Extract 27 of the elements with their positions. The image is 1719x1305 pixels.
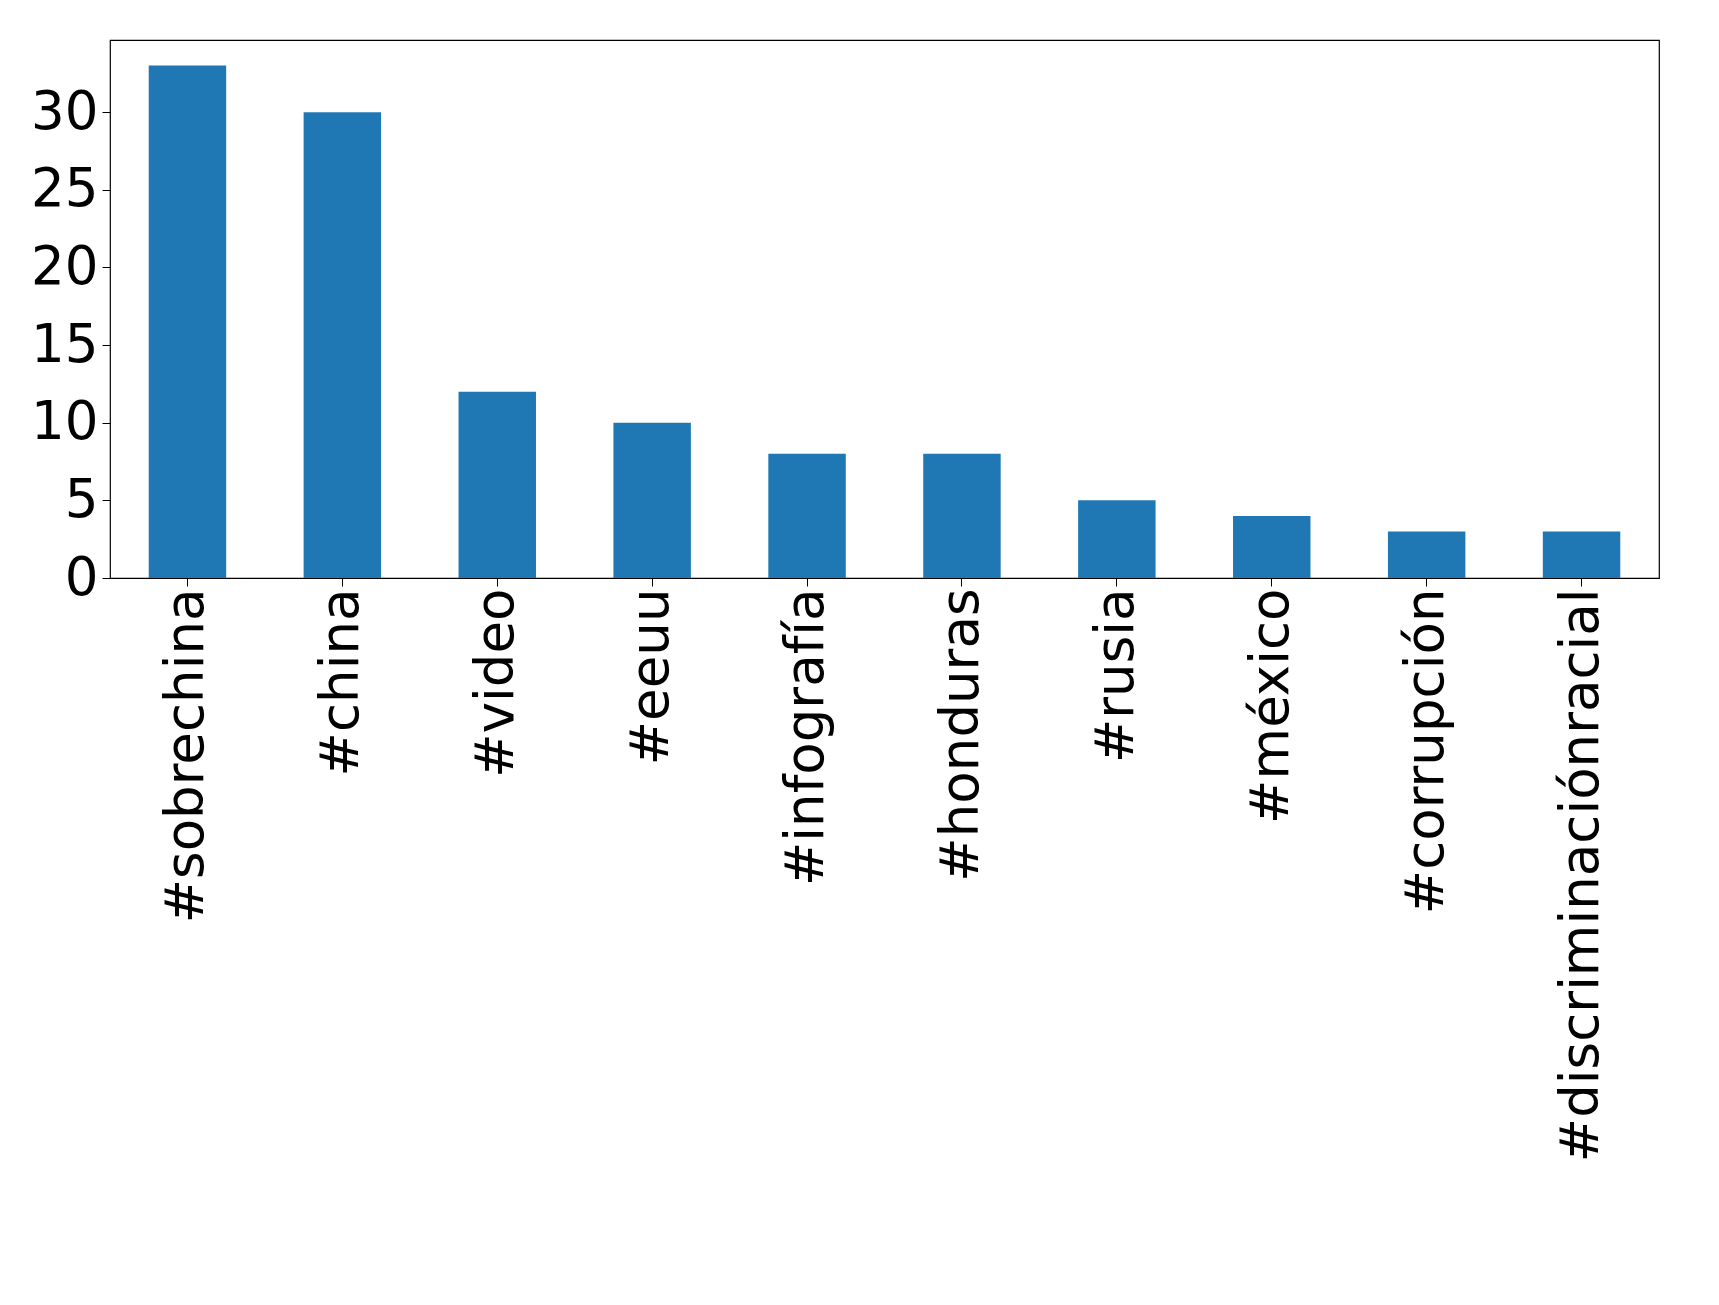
y-tick-label: 10	[31, 390, 99, 452]
x-tick-label: #china	[309, 588, 371, 777]
x-tick-label: #sobrechina	[154, 588, 216, 924]
y-tick-label: 0	[64, 545, 99, 607]
bar	[1387, 531, 1466, 578]
bar	[613, 422, 691, 578]
x-tick-label: #corrupción	[1393, 588, 1455, 915]
x-tick-label: #rusia	[1083, 588, 1145, 764]
x-tick-label: #infografía	[774, 588, 836, 887]
x-tick-label: #discriminaciónracial	[1548, 588, 1610, 1163]
bar	[1542, 531, 1621, 578]
x-tick-label: #méxico	[1238, 588, 1300, 824]
x-tick-label: #honduras	[928, 588, 990, 882]
bar	[768, 453, 846, 578]
bar	[303, 112, 382, 578]
y-tick-label: 20	[31, 234, 99, 296]
bar	[923, 453, 1001, 578]
y-tick-label: 30	[31, 79, 99, 141]
x-tick-label: #eeuu	[619, 588, 681, 766]
bar	[458, 391, 536, 578]
y-tick-label: 25	[31, 157, 99, 219]
x-tick-label: #video	[464, 588, 526, 778]
bar	[148, 65, 227, 578]
bar	[1233, 515, 1311, 578]
bar	[1078, 500, 1156, 578]
y-tick-label: 15	[31, 312, 99, 374]
y-tick-label: 5	[64, 467, 99, 529]
